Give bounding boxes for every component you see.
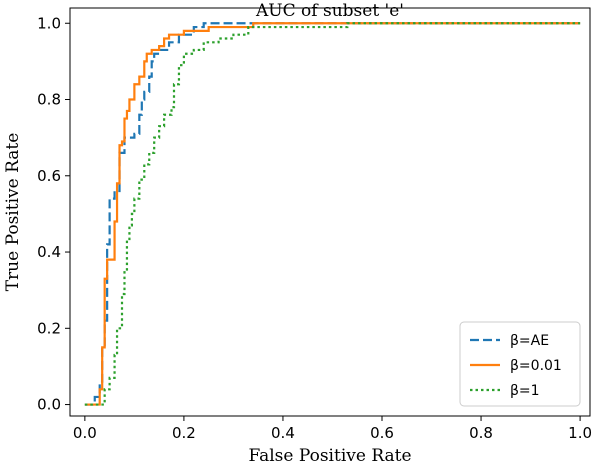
y-tick-label: 0.8 [37, 91, 61, 109]
y-tick-label: 0.4 [37, 243, 61, 261]
ticks-layer: 0.0 0.2 0.4 0.6 0.8 1.0 0.0 0.2 0.4 0.6 0.8 1.0 [37, 14, 592, 442]
legend-box [459, 321, 581, 407]
series-layer [84, 22, 581, 406]
y-tick-label: 1.0 [37, 14, 61, 32]
x-tick-label: 0.8 [469, 424, 493, 442]
x-tick-label: 1.0 [568, 424, 592, 442]
y-axis-label: True Positive Rate [3, 133, 23, 292]
y-tick-label: 0.6 [37, 167, 61, 185]
y-tick-label: 0.2 [37, 319, 61, 337]
legend-label-0: β=AE [510, 333, 549, 349]
x-tick-label: 0.4 [271, 424, 295, 442]
series-line-1 [84, 22, 581, 406]
x-tick-label: 0.6 [370, 424, 394, 442]
legend-label-2: β=1 [510, 383, 540, 399]
y-tick-label: 0.0 [37, 396, 61, 414]
x-tick-label: 0.0 [73, 424, 97, 442]
plot-frame [69, 7, 591, 417]
plot-area [69, 7, 591, 417]
legend: β=AE β=0.01 β=1 [459, 321, 581, 407]
chart-title: AUC of subset 'e' [255, 1, 404, 21]
x-axis-label: False Positive Rate [248, 446, 411, 466]
x-tick-label: 0.2 [172, 424, 196, 442]
legend-label-1: β=0.01 [510, 358, 562, 374]
